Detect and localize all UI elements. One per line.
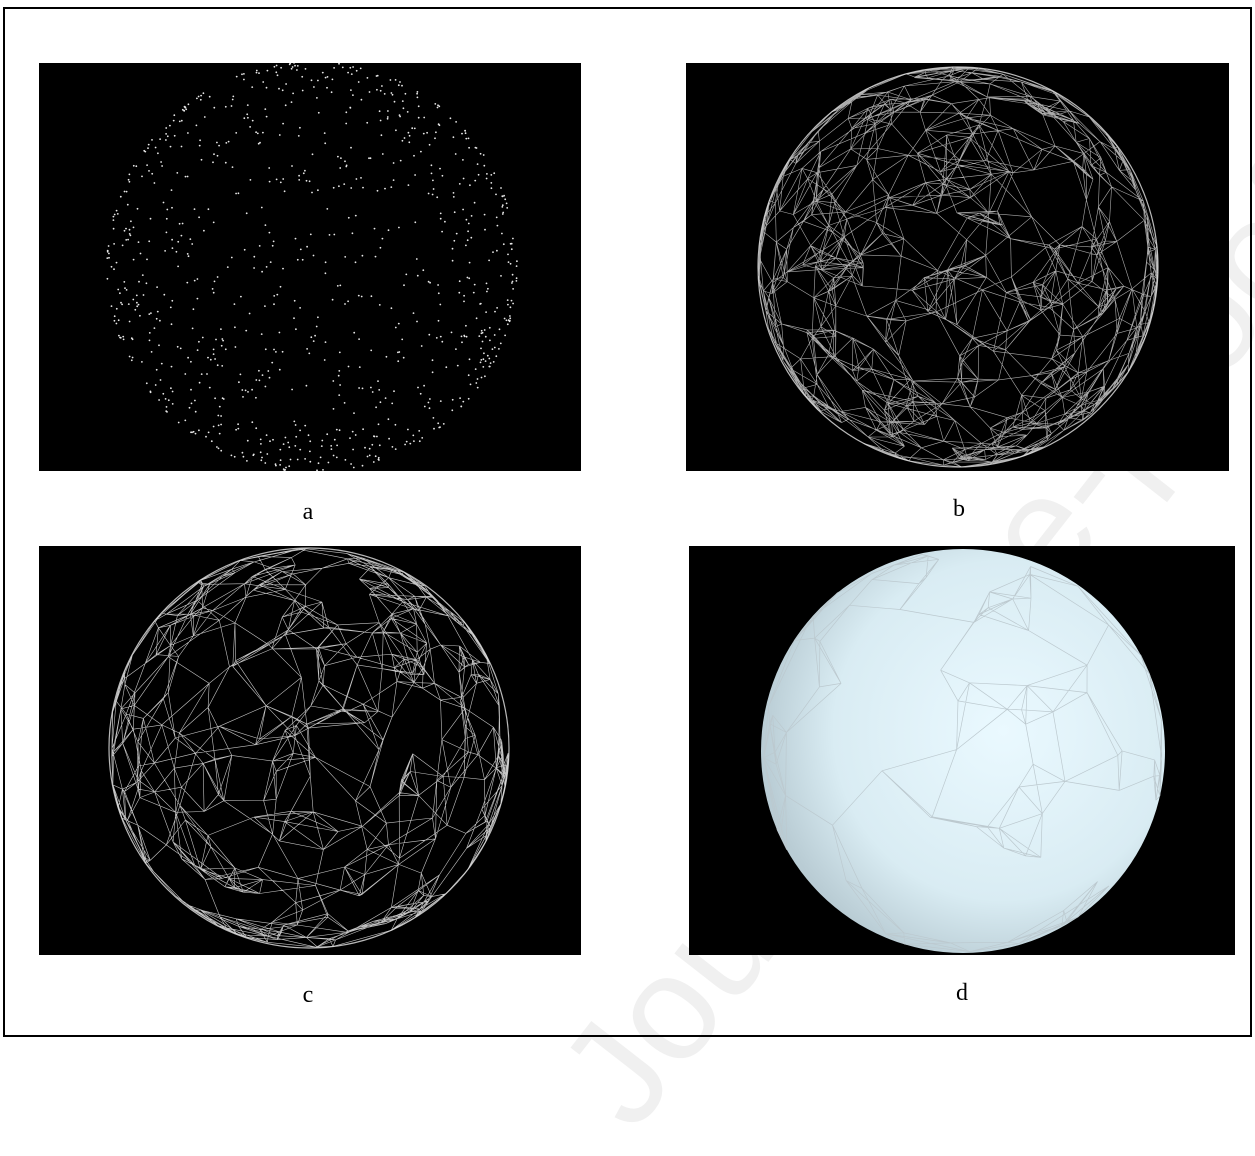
panel-a-point-cloud [39,63,581,471]
caption-a: a [288,498,328,526]
point-cloud-image [39,63,581,471]
caption-b: b [939,495,979,523]
panel-b-dense-mesh [686,63,1229,471]
caption-d: d [942,979,982,1007]
points-group [106,63,517,471]
mesh-edges [112,549,509,947]
panel-c-wireframe [39,546,581,955]
dense-wireframe-image [686,63,1229,471]
panel-d-surface [689,546,1235,955]
mesh-edges [758,67,1158,467]
wireframe-image [39,546,581,955]
caption-c: c [288,981,328,1009]
shaded-surface-image [689,546,1235,955]
